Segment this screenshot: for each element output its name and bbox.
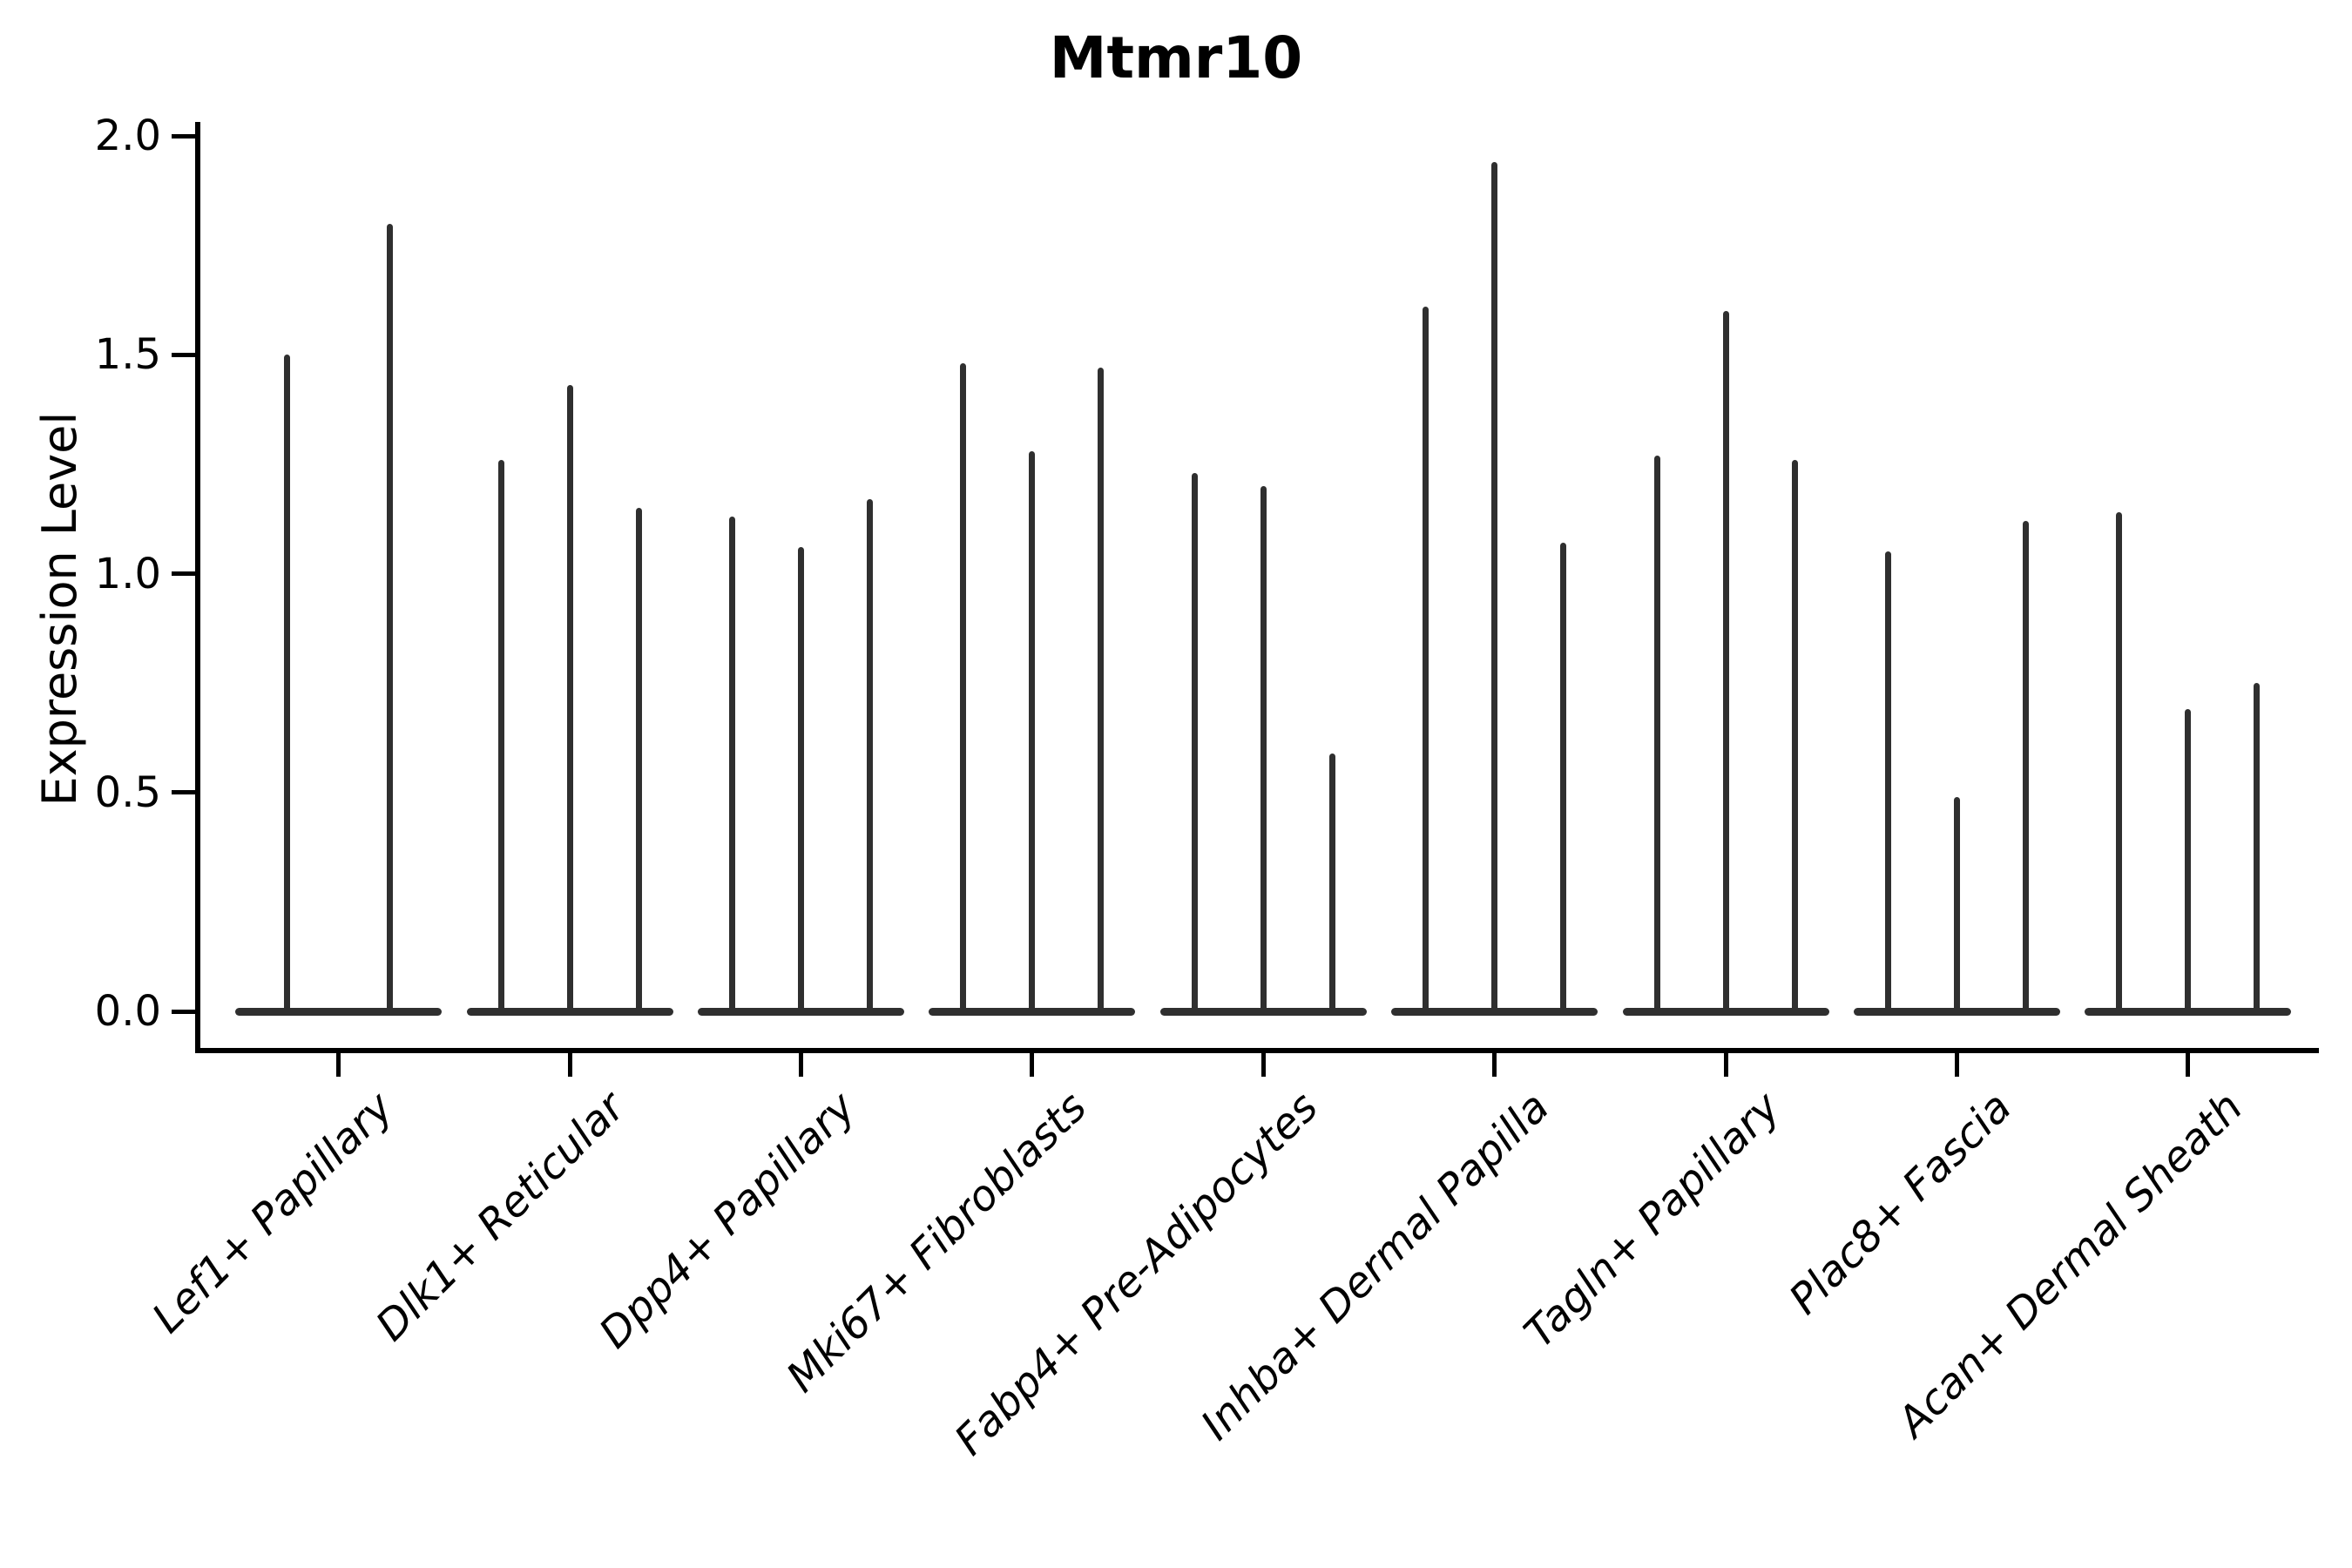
y-tick-label: 2.0 (94, 112, 161, 160)
violin-spike (2185, 709, 2192, 1011)
violin-spike (387, 223, 394, 1011)
violin-spike (1885, 551, 1891, 1011)
violin-baseline (929, 1007, 1136, 1016)
x-axis-spine (195, 1048, 2319, 1053)
violin-baseline (698, 1007, 904, 1016)
violin-spike (1328, 753, 1335, 1011)
violin-spike (1191, 472, 1198, 1011)
violin-spike (1791, 459, 1798, 1011)
y-tick-mark (172, 133, 195, 139)
x-tick-mark (2186, 1053, 2191, 1077)
y-tick-mark (172, 571, 195, 576)
violin-spike (867, 499, 873, 1011)
violin-spike (1423, 306, 1429, 1011)
violin-baseline (2085, 1007, 2292, 1016)
violin-spike (1954, 796, 1960, 1011)
violin-spike (283, 355, 290, 1011)
violin-spike (566, 385, 573, 1011)
violin-spike (635, 508, 642, 1011)
y-axis-label: Expression Level (32, 411, 87, 807)
y-tick-label: 0.0 (94, 987, 161, 1036)
violin-baseline (235, 1007, 443, 1016)
violin-spike (1560, 543, 1567, 1011)
violin-baseline (1854, 1007, 2060, 1016)
violin-baseline (1391, 1007, 1598, 1016)
violin-baseline (1622, 1007, 1829, 1016)
violin-spike (497, 459, 504, 1011)
y-tick-label: 0.5 (94, 767, 161, 817)
x-tick-mark (1260, 1053, 1266, 1077)
x-tick-mark (799, 1053, 803, 1077)
x-tick-label: Lef1+ Papillary (143, 1083, 403, 1343)
y-axis-spine (195, 122, 200, 1053)
x-tick-label: Plac8+ Fascia (1780, 1083, 2022, 1324)
violin-spike (1653, 455, 1660, 1011)
x-tick-label: Dpp4+ Papillary (590, 1083, 866, 1358)
violin-baseline (466, 1007, 673, 1016)
x-tick-label: Dlk1+ Reticular (366, 1083, 634, 1351)
violin-spike (2023, 521, 2029, 1011)
x-tick-mark (567, 1053, 572, 1077)
x-tick-mark (1955, 1053, 1959, 1077)
y-tick-label: 1.0 (94, 549, 161, 598)
chart-title: Mtmr10 (1049, 24, 1303, 91)
y-tick-mark (172, 352, 195, 357)
violin-spike (1491, 162, 1498, 1011)
x-tick-label: Tagln+ Papillary (1515, 1083, 1790, 1358)
violin-spike (1260, 486, 1267, 1011)
x-tick-mark (336, 1053, 341, 1077)
violin-spike (1098, 368, 1105, 1011)
violin-spike (1722, 311, 1729, 1011)
violin-spike (2254, 683, 2261, 1011)
x-tick-mark (1723, 1053, 1728, 1077)
violin-baseline (1159, 1007, 1367, 1016)
y-tick-label: 1.5 (94, 330, 161, 380)
x-tick-mark (1030, 1053, 1035, 1077)
violin-spike (798, 547, 804, 1011)
violin-spike (960, 363, 967, 1011)
violin-spike (729, 517, 735, 1011)
y-tick-mark (172, 1009, 195, 1014)
violin-spike (1029, 450, 1036, 1011)
x-tick-mark (1492, 1053, 1497, 1077)
y-tick-mark (172, 790, 195, 795)
violin-spike (2116, 512, 2123, 1011)
